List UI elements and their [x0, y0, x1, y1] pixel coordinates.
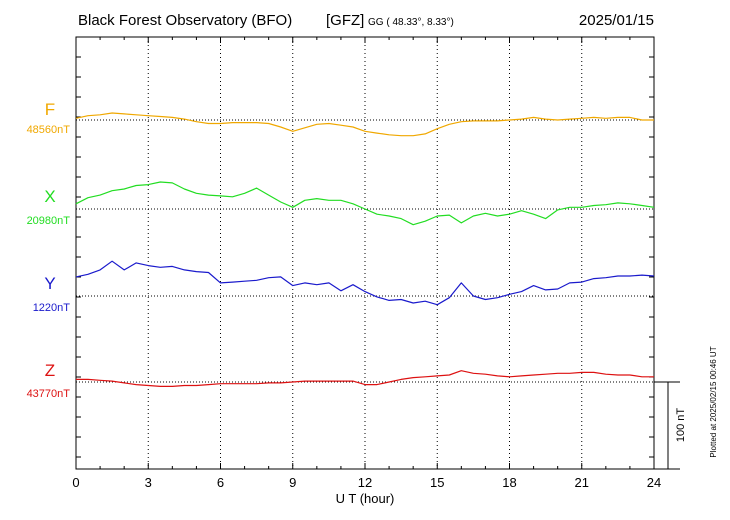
series-line-y — [75, 260, 655, 306]
series-name-z: Z — [45, 361, 55, 380]
coordinates-label: GG ( 48.33°, 8.33°) — [368, 17, 454, 28]
x-tick-labels: 0 3 6 9 12 15 18 21 24 — [72, 475, 661, 490]
series-line-z — [76, 370, 654, 387]
scale-bar: 100 nT — [654, 381, 687, 470]
x-tick-label: 21 — [575, 475, 589, 490]
series-baseline-z: 43770nT — [27, 388, 71, 400]
x-tick-label: 12 — [358, 475, 372, 490]
plotted-at-note: Plotted at 2025/02/15 00:46 UT — [709, 346, 718, 457]
x-tick-label: 15 — [430, 475, 444, 490]
chart-date: 2025/01/15 — [579, 12, 654, 29]
series-baselines — [76, 119, 654, 383]
series-labels: F 48560nT X 20980nT Y 1220nT Z 43770nT — [27, 100, 71, 400]
series-line-x — [75, 181, 655, 226]
chart-title: Black Forest Observatory (BFO) — [78, 12, 292, 29]
x-tick-label: 6 — [217, 475, 224, 490]
x-axis-label: U T (hour) — [336, 491, 395, 506]
x-tick-label: 3 — [145, 475, 152, 490]
series-name-x: X — [44, 187, 55, 206]
x-tick-label: 24 — [647, 475, 661, 490]
series-baseline-x: 20980nT — [27, 215, 71, 227]
series-lines — [75, 112, 655, 387]
x-tick-label: 0 — [72, 475, 79, 490]
frame-ticks — [75, 37, 655, 469]
series-name-f: F — [45, 100, 55, 119]
scale-bar-label: 100 nT — [675, 408, 687, 443]
x-tick-label: 9 — [289, 475, 296, 490]
x-tick-label: 18 — [502, 475, 516, 490]
series-line-f — [75, 112, 654, 137]
grid-lines — [147, 37, 583, 469]
agency-label: [GFZ] — [326, 12, 364, 29]
series-baseline-y: 1220nT — [33, 302, 71, 314]
series-name-y: Y — [44, 274, 55, 293]
series-baseline-f: 48560nT — [27, 124, 71, 136]
